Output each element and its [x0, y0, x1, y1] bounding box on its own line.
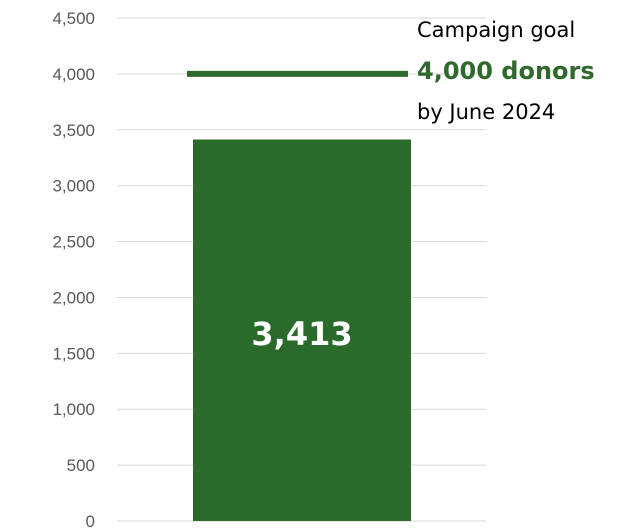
y-tick-label: 1,500	[52, 344, 95, 363]
y-tick-label: 0	[86, 512, 95, 531]
bars: 3,413	[193, 139, 411, 521]
y-tick-label: 4,500	[52, 9, 95, 28]
goal-annotation-value: 4,000 donors	[417, 57, 595, 85]
bar-value-label: 3,413	[251, 315, 352, 353]
y-axis-tick-labels: 0 500 1,000 1,500 2,000 2,500 3,000 3,500 4,000 4…	[52, 9, 95, 531]
y-tick-label: 500	[67, 456, 95, 475]
goal-annotation-deadline: by June 2024	[417, 100, 556, 124]
y-tick-label: 2,000	[52, 288, 95, 307]
y-tick-label: 4,000	[52, 65, 95, 84]
y-tick-label: 3,500	[52, 121, 95, 140]
goal-annotation-title: Campaign goal	[417, 18, 576, 42]
y-tick-label: 2,500	[52, 233, 95, 252]
y-tick-label: 3,000	[52, 177, 95, 196]
bar	[193, 139, 411, 521]
y-tick-label: 1,000	[52, 400, 95, 419]
